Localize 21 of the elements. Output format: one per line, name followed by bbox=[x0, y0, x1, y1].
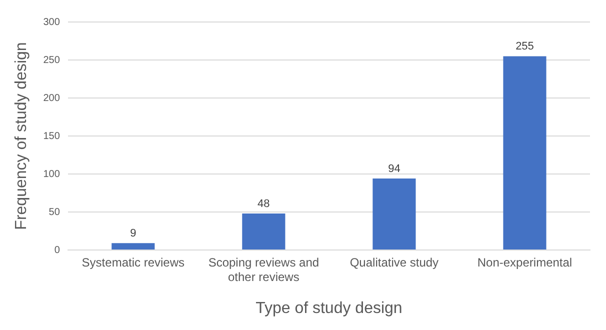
x-tick-label: Qualitative study bbox=[350, 256, 439, 270]
y-tick-label: 100 bbox=[43, 168, 60, 180]
data-label: 48 bbox=[258, 198, 270, 210]
y-tick-label: 200 bbox=[43, 92, 60, 104]
y-tick-label: 150 bbox=[43, 130, 60, 142]
y-tick-label: 250 bbox=[43, 54, 60, 66]
y-tick-label: 50 bbox=[48, 206, 60, 218]
x-tick-label: Systematic reviews bbox=[82, 256, 184, 270]
bar bbox=[372, 178, 416, 250]
x-axis-title: Type of study design bbox=[256, 300, 402, 317]
y-axis-title: Frequency of study design bbox=[13, 42, 30, 230]
y-tick-label: 300 bbox=[43, 16, 60, 28]
bar bbox=[242, 214, 286, 250]
x-tick-label: Scoping reviews and other reviews bbox=[208, 256, 320, 284]
x-tick-label: Non-experimental bbox=[477, 256, 572, 270]
bar bbox=[503, 56, 546, 250]
data-label: 9 bbox=[130, 228, 136, 240]
bar bbox=[112, 243, 155, 250]
data-label: 94 bbox=[388, 163, 400, 176]
y-tick-label: 0 bbox=[54, 244, 60, 256]
data-label: 255 bbox=[516, 40, 534, 53]
